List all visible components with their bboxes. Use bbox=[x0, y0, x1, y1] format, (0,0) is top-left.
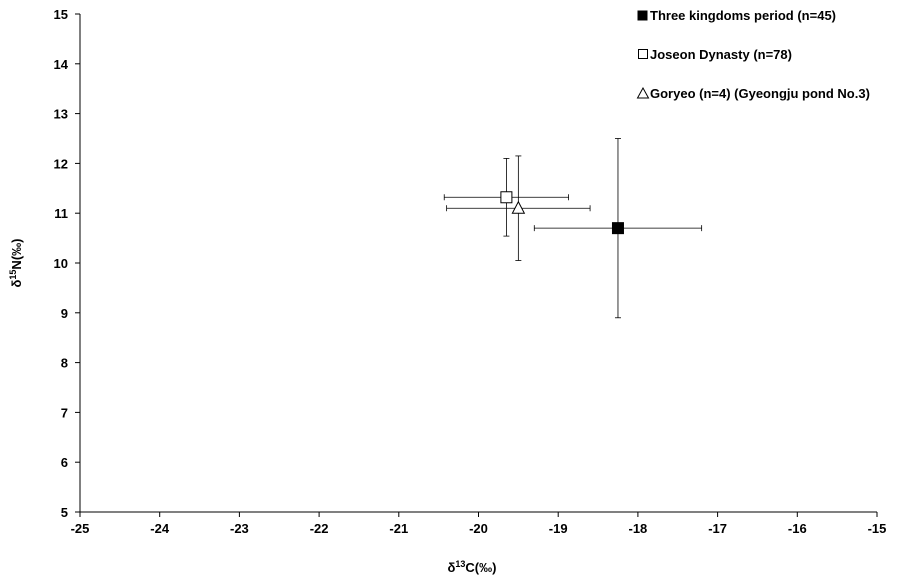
x-tick-label: -23 bbox=[230, 521, 249, 536]
x-tick-label: -15 bbox=[868, 521, 887, 536]
open-triangle-icon bbox=[636, 86, 650, 99]
plot-area: -25 -24 -23 -22 -21 -20 -19 -18 -17 -16 -15 5 6 7 8 9 1… bbox=[54, 7, 887, 536]
x-tick-label: -18 bbox=[629, 521, 648, 536]
y-tick-label: 12 bbox=[54, 156, 68, 171]
y-tick-label: 13 bbox=[54, 107, 68, 122]
y-tick-label: 5 bbox=[61, 505, 68, 520]
y-tick-label: 6 bbox=[61, 455, 68, 470]
y-tick-label: 10 bbox=[54, 256, 68, 271]
filled-square-icon bbox=[637, 10, 648, 21]
data-points bbox=[500, 191, 624, 235]
x-tick-label: -19 bbox=[549, 521, 568, 536]
x-tick-label: -16 bbox=[788, 521, 807, 536]
x-axis-ticks: -25 -24 -23 -22 -21 -20 -19 -18 -17 -16 -15 bbox=[71, 512, 887, 536]
open-square-icon bbox=[638, 49, 648, 59]
data-point bbox=[500, 191, 513, 204]
y-tick-label: 14 bbox=[54, 57, 69, 72]
x-tick-label: -21 bbox=[389, 521, 408, 536]
legend-label: Goryeo (n=4) (Gyeongju pond No.3) bbox=[650, 86, 870, 101]
x-tick-label: -25 bbox=[71, 521, 90, 536]
y-tick-label: 11 bbox=[54, 206, 68, 221]
error-bars bbox=[443, 138, 703, 319]
x-axis-label: δ13C(‰) bbox=[448, 559, 497, 575]
data-point bbox=[611, 222, 624, 235]
legend-label: Joseon Dynasty (n=78) bbox=[650, 47, 792, 62]
legend-item-goryeo: Goryeo (n=4) (Gyeongju pond No.3) bbox=[636, 86, 870, 101]
y-tick-label: 15 bbox=[54, 7, 68, 22]
x-tick-label: -24 bbox=[150, 521, 170, 536]
x-tick-label: -20 bbox=[469, 521, 488, 536]
legend-item-three-kingdoms: Three kingdoms period (n=45) bbox=[637, 8, 836, 23]
y-axis-ticks: 5 6 7 8 9 10 11 12 13 14 15 bbox=[54, 7, 80, 520]
y-tick-label: 8 bbox=[61, 356, 68, 371]
y-tick-label: 9 bbox=[61, 306, 68, 321]
y-axis-label: δ15N(‰) bbox=[8, 239, 24, 288]
legend-item-joseon: Joseon Dynasty (n=78) bbox=[638, 47, 792, 62]
legend-label: Three kingdoms period (n=45) bbox=[650, 8, 836, 23]
x-tick-label: -22 bbox=[310, 521, 329, 536]
x-tick-label: -17 bbox=[708, 521, 727, 536]
legend: Three kingdoms period (n=45) Joseon Dyna… bbox=[636, 8, 870, 101]
y-tick-label: 7 bbox=[61, 405, 68, 420]
data-point bbox=[511, 200, 526, 214]
